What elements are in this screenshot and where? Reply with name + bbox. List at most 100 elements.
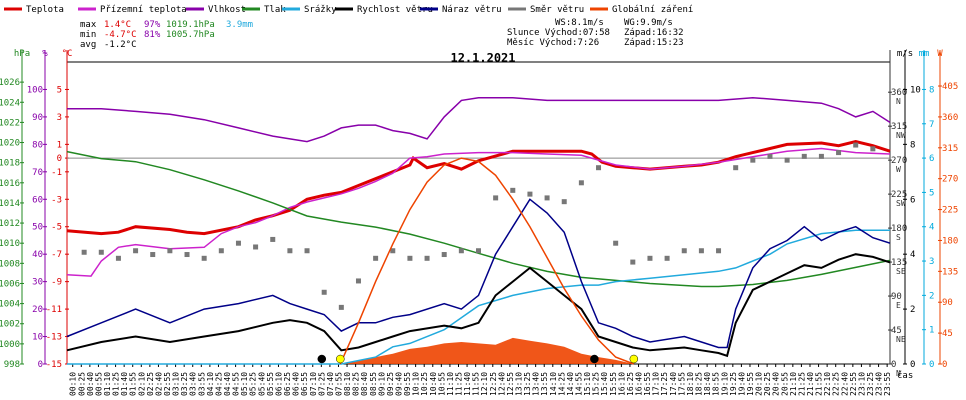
point-sm-r-v-tru	[750, 157, 756, 163]
chart-title: 12.1.2021	[450, 51, 515, 65]
x-tick-label: 11:25	[454, 372, 463, 396]
x-tick-label: 06:40	[292, 372, 301, 396]
tick-label-humidity: 90	[32, 113, 43, 123]
tick-label-direction: 90	[891, 292, 902, 302]
stat-min-label: min	[80, 30, 96, 40]
axis-unit-temperature: °C	[62, 49, 73, 59]
stat-max-hum: 97%	[144, 20, 161, 30]
tick-label-rain: 7	[929, 120, 934, 130]
x-tick-label: 08:10	[343, 372, 352, 396]
x-tick-label: 07:40	[326, 372, 335, 396]
point-sm-r-v-tru	[287, 248, 293, 254]
tick-label-pressure: 1018	[0, 159, 20, 169]
x-tick-label: 01:55	[129, 372, 138, 396]
tick-label-temperature: 5	[57, 85, 62, 95]
x-tick-label: 21:25	[797, 372, 806, 396]
x-tick-label: 03:55	[197, 372, 206, 396]
x-tick-label: 19:55	[746, 372, 755, 396]
point-sm-r-v-tru	[664, 255, 670, 261]
tick-label-temperature: -5	[51, 223, 62, 233]
series-line-teplota	[66, 140, 891, 236]
tick-label-pressure: 1004	[0, 300, 20, 310]
tick-label-rain: 5	[929, 188, 934, 198]
point-sm-r-v-tru	[716, 248, 722, 254]
tick-label-pressure: 1002	[0, 320, 20, 330]
x-tick-label: 09:40	[394, 372, 403, 396]
x-tick-label: 20:40	[772, 372, 781, 396]
x-tick-label: 08:55	[369, 372, 378, 396]
series-line-sr-ky	[67, 229, 890, 365]
x-tick-label: 03:10	[172, 372, 181, 396]
x-tick-label: 22:40	[840, 372, 849, 396]
point-sm-r-v-tru	[561, 199, 567, 205]
tick-label-temperature: -15	[46, 360, 62, 370]
tick-label-rain: 0	[929, 360, 934, 370]
marker-sunrise	[336, 354, 345, 364]
legend-label: Tlak	[264, 5, 286, 15]
x-tick-label: 06:10	[274, 372, 283, 396]
tick-label-rain: 8	[929, 85, 934, 95]
point-sm-r-v-tru	[784, 157, 790, 163]
series-line-rychlost-v-tru	[66, 253, 891, 358]
x-tick-label: 03:40	[189, 372, 198, 396]
tick-label-temperature: 3	[57, 113, 62, 123]
x-tick-label: 04:10	[206, 372, 215, 396]
series-line-tlak	[66, 150, 891, 288]
legend-label: Náraz větru	[442, 5, 502, 15]
stat-wg: WG:9.9m/s	[624, 18, 673, 28]
x-tick-label: 10:10	[412, 372, 421, 396]
x-tick-label: 07:10	[309, 372, 318, 396]
x-tick-label: 09:55	[403, 372, 412, 396]
x-tick-label: 04:25	[214, 372, 223, 396]
tick-label-wind: 6	[910, 195, 915, 205]
stat-min-press: 1005.7hPa	[166, 30, 215, 40]
x-tick-label: 18:55	[712, 372, 721, 396]
tick-label-radiation: 270	[942, 175, 958, 185]
chart-stats: max 1.4°C 97% 1019.1hPa 3.9mm min -4.7°C…	[80, 18, 684, 50]
tick-label-humidity: 60	[32, 195, 43, 205]
tick-label-direction: 225	[891, 190, 907, 200]
tick-label-radiation: 360	[942, 113, 958, 123]
tick-label-direction-dir: NW	[896, 131, 906, 140]
x-tick-label: 20:10	[755, 372, 764, 396]
x-tick-label: 10:25	[420, 372, 429, 396]
series-line-n-raz-v-tru	[66, 198, 891, 349]
chart-axes: hPa9981000100210041006100810101012101410…	[0, 49, 958, 396]
x-tick-label: 10:55	[437, 372, 446, 396]
stat-sun: Slunce Východ:07:58	[507, 28, 610, 38]
legend-label: Srážky	[304, 5, 337, 15]
x-tick-label: 17:10	[652, 372, 661, 396]
stat-min-temp: -4.7°C	[104, 30, 137, 40]
point-sm-r-v-tru	[253, 244, 259, 250]
x-tick-label: 15:10	[583, 372, 592, 396]
x-tick-label: 00:55	[94, 372, 103, 396]
point-sm-r-v-tru	[304, 248, 310, 254]
tick-label-pressure: 1008	[0, 259, 20, 269]
tick-label-humidity: 50	[32, 223, 43, 233]
x-tick-label: 22:55	[849, 372, 858, 396]
x-tick-label: 09:25	[386, 372, 395, 396]
tick-label-wind: 10	[910, 85, 921, 95]
x-tick-label: 08:40	[360, 372, 369, 396]
tick-label-direction-dir: N	[896, 97, 901, 106]
x-tick-label: 08:25	[352, 372, 361, 396]
axis-unit-humidity: %	[42, 49, 48, 59]
x-tick-label: 05:25	[249, 372, 258, 396]
tick-label-rain: 1	[929, 326, 934, 336]
x-tick-label: 13:25	[523, 372, 532, 396]
x-tick-label: 05:40	[257, 372, 266, 396]
point-sm-r-v-tru	[355, 278, 361, 284]
point-sm-r-v-tru	[133, 248, 139, 254]
tick-label-radiation: 225	[942, 206, 958, 216]
tick-label-pressure: 1016	[0, 179, 20, 189]
axis-unit-radiation: W	[937, 49, 943, 59]
x-tick-label: 17:55	[677, 372, 686, 396]
x-tick-label: 11:10	[446, 372, 455, 396]
tick-label-pressure: 1010	[0, 239, 20, 249]
point-sm-r-v-tru	[596, 165, 602, 171]
tick-label-pressure: 1006	[0, 279, 20, 289]
tick-label-direction: 0	[891, 360, 896, 370]
tick-label-pressure: 1014	[0, 199, 20, 209]
x-tick-label: 02:55	[163, 372, 172, 396]
